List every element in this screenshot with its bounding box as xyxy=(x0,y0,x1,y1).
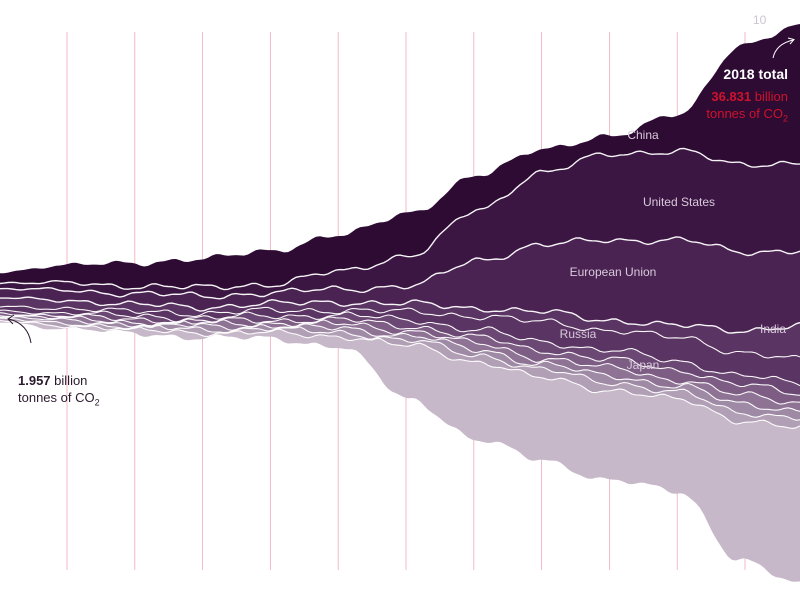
top-right-tick-label: 10 xyxy=(753,13,767,27)
separator-line xyxy=(0,305,800,359)
separator-line xyxy=(0,317,800,421)
series-label-european-union: European Union xyxy=(570,265,657,279)
separator-line xyxy=(0,296,800,334)
layer-other-8 xyxy=(0,316,800,421)
separator-line xyxy=(0,312,800,396)
end-total-unit: tonnes of CO2 xyxy=(706,106,788,124)
start-total-arrowhead-icon xyxy=(7,314,15,325)
end-total-arrowhead-icon xyxy=(787,37,795,45)
layer-united-states xyxy=(0,148,800,299)
layer-european-union xyxy=(0,236,800,333)
series-label-india: India xyxy=(760,322,786,336)
layer-russia xyxy=(0,297,800,358)
separator-line xyxy=(0,316,800,412)
start-total-unit: tonnes of CO2 xyxy=(18,390,100,408)
layer-other-6 xyxy=(0,312,800,405)
series-labels: China United States European Union Russia In… xyxy=(560,128,787,372)
series-label-united-states: United States xyxy=(643,195,715,209)
start-total-arrow-icon xyxy=(8,318,32,344)
layer-china xyxy=(0,24,800,290)
layer-other-9 xyxy=(0,318,800,429)
end-total-title: 2018 total xyxy=(723,66,788,82)
start-total-value: 1.957 billion xyxy=(18,373,88,388)
separator-line xyxy=(0,319,800,429)
separator-line xyxy=(0,147,800,291)
series-label-japan: Japan xyxy=(627,358,660,372)
separator-line xyxy=(0,309,800,387)
layer-other-10 xyxy=(0,320,800,582)
series-label-russia: Russia xyxy=(560,327,597,341)
separator-line xyxy=(0,315,800,405)
series-label-china: China xyxy=(627,128,659,142)
end-total-arrow-icon xyxy=(772,39,794,59)
layer-separators xyxy=(0,147,800,429)
end-total-value: 36.831 billion xyxy=(711,89,788,104)
separator-line xyxy=(0,236,800,300)
